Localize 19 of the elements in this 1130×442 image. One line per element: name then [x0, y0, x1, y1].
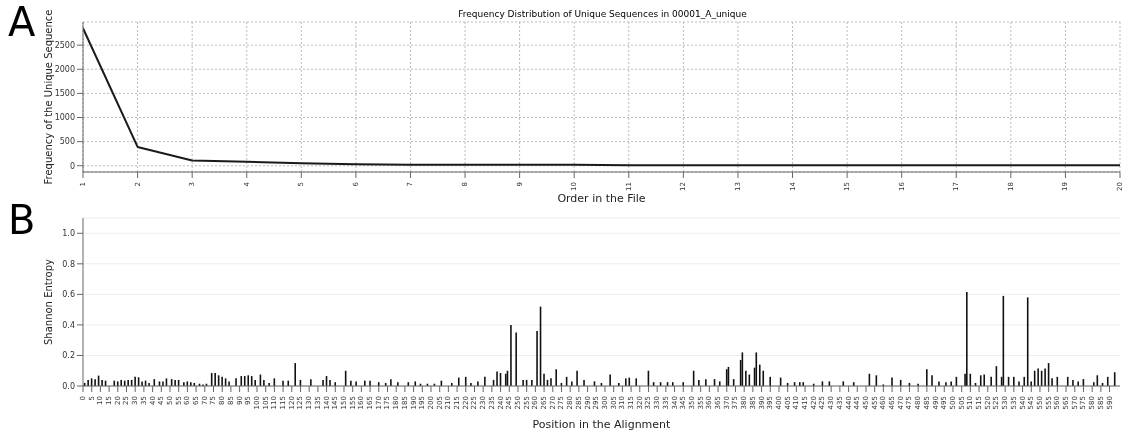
y-tick-label: 500	[59, 137, 75, 147]
y-axis-title: Frequency of the Unique Sequence	[42, 9, 54, 185]
y-axis-title: Shannon Entropy	[42, 258, 54, 345]
y-tick-label: 0.2	[62, 351, 75, 361]
x-axis-title: Order in the File	[557, 192, 646, 205]
text: A	[8, 0, 36, 45]
text: B	[8, 197, 36, 243]
x-axis-title: Position in the Alignment	[532, 418, 672, 431]
y-tick-label: 0.8	[62, 259, 75, 269]
y-tick-label: 1000	[54, 113, 75, 123]
y-tick-label: 2500	[54, 40, 75, 50]
chart-title: Frequency Distribution of Unique Sequences in 00001_A_unique	[457, 9, 748, 19]
y-tick-label: 0	[69, 161, 75, 171]
y-tick-label: 2000	[54, 65, 75, 75]
y-tick-label: 0.6	[62, 290, 75, 300]
y-tick-label: 1500	[54, 89, 75, 99]
y-tick-label: 0.4	[62, 320, 75, 330]
y-tick-label: 1.0	[62, 229, 75, 239]
y-tick-label: 0.0	[62, 381, 75, 391]
